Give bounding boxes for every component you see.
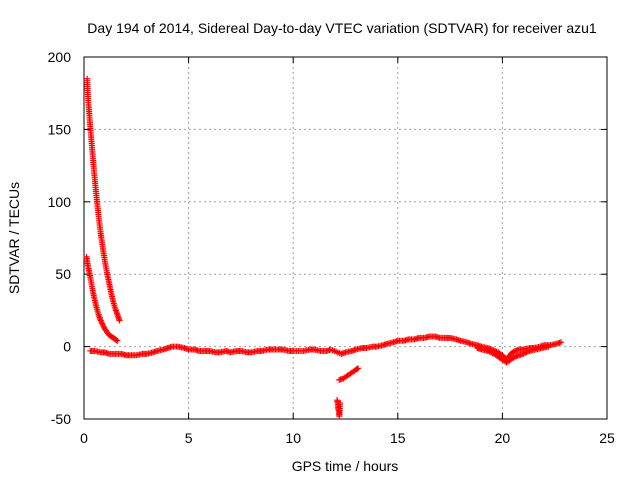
- series-main-trace: [87, 333, 564, 363]
- plot-frame: [83, 56, 608, 420]
- data-point: [354, 366, 361, 373]
- data-point: [545, 343, 552, 350]
- y-tick-label: 200: [48, 49, 72, 65]
- data-point: [116, 317, 123, 324]
- x-tick-labels: 0 5 10 15 20 25: [80, 430, 615, 446]
- data-point: [113, 337, 120, 344]
- data-points: [83, 75, 564, 420]
- y-tick-label: 50: [55, 266, 71, 282]
- y-tick-label: 0: [63, 339, 71, 355]
- x-tick-label: 0: [80, 430, 88, 446]
- y-tick-label: 100: [48, 194, 72, 210]
- data-point: [355, 365, 362, 372]
- data-point: [114, 337, 121, 344]
- tick-layer: [83, 56, 608, 420]
- series-decay-high: [84, 75, 123, 324]
- y-tick-label: -50: [51, 411, 71, 427]
- y-tick-label: 150: [48, 121, 72, 137]
- data-point: [557, 339, 564, 346]
- series-negative-cluster: [334, 397, 344, 420]
- chart-title: Day 194 of 2014, Sidereal Day-to-day VTE…: [87, 20, 597, 36]
- y-axis-label: SDTVAR / TECUs: [6, 182, 22, 294]
- x-tick-label: 5: [185, 430, 193, 446]
- y-tick-labels: -50 0 50 100 150 200: [48, 49, 72, 427]
- x-tick-label: 20: [495, 430, 511, 446]
- series-decay-low: [83, 253, 121, 344]
- series-gap-branch: [336, 365, 362, 383]
- x-tick-label: 10: [285, 430, 301, 446]
- data-point: [337, 400, 344, 407]
- series-main-trace-lower: [474, 343, 552, 366]
- grid-layer: [84, 57, 607, 419]
- x-tick-label: 15: [390, 430, 406, 446]
- x-tick-label: 25: [599, 430, 615, 446]
- x-axis-label: GPS time / hours: [292, 458, 399, 474]
